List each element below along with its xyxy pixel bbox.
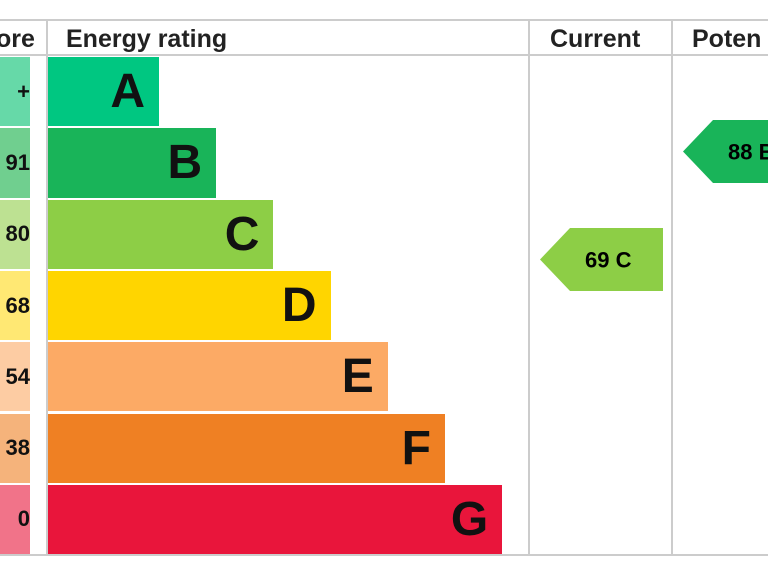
bottom-border: [0, 554, 768, 556]
current-header: Current: [550, 25, 641, 53]
rating-bar: B: [48, 128, 217, 198]
score-cell: +: [0, 57, 30, 127]
rating-bar: D: [48, 270, 331, 341]
potential-rating: 88 B: [683, 120, 768, 183]
column-divider: [46, 20, 48, 556]
column-divider: [528, 20, 530, 556]
rating-bar: A: [48, 57, 159, 127]
rating-bar: E: [48, 342, 388, 412]
score-cell: 91: [0, 128, 30, 198]
rating-bar: C: [48, 199, 274, 269]
score-cell: 68: [0, 270, 30, 341]
top-border: [0, 19, 768, 21]
current-rating-shape: [540, 228, 663, 291]
score-cell: 54: [0, 342, 30, 412]
score-cell: 38: [0, 413, 30, 483]
score-cell: 80: [0, 199, 30, 269]
rating-header: Energy rating: [66, 25, 228, 53]
potential-rating-shape: [683, 120, 768, 183]
rating-bar: F: [48, 413, 445, 483]
score-header: ore: [0, 25, 35, 53]
column-divider: [671, 20, 673, 556]
rating-bar: G: [48, 484, 503, 555]
header-border: [0, 54, 768, 56]
current-rating-label: 69 C: [585, 248, 632, 273]
score-cell: 0: [0, 484, 30, 555]
current-rating: 69 C: [540, 228, 663, 291]
potential-rating-label: 88 B: [728, 140, 768, 165]
potential-header: Poten: [692, 25, 762, 53]
